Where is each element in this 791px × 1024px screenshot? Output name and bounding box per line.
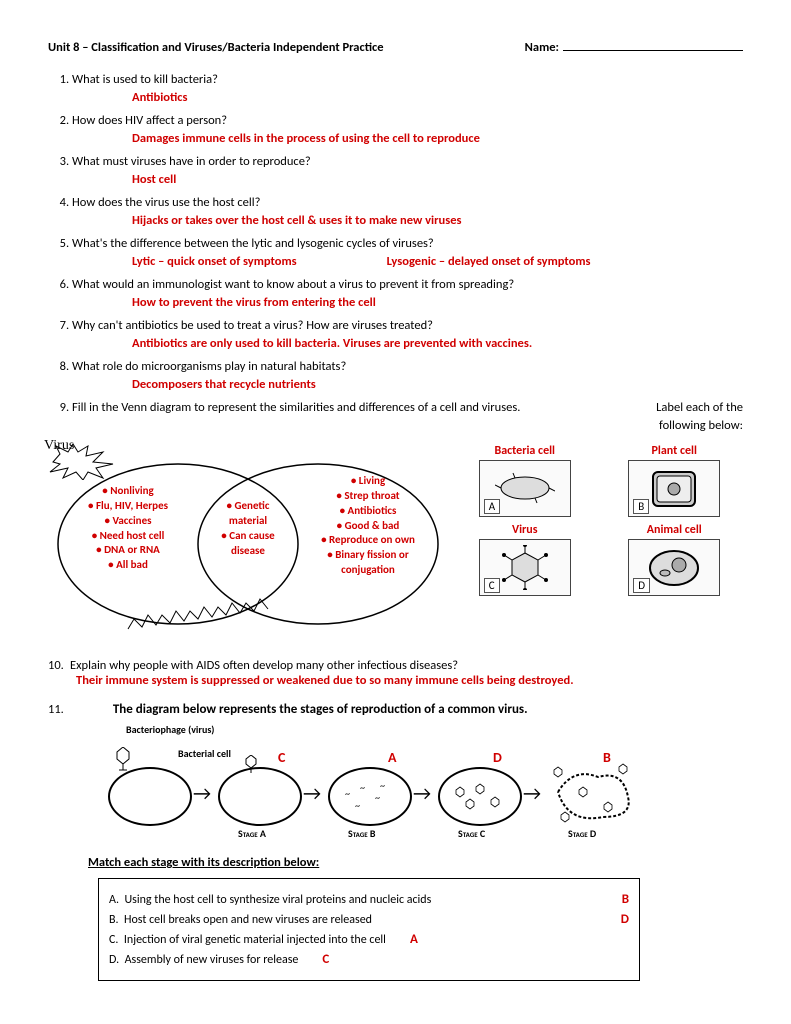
svg-text:~: ~ [360, 781, 365, 794]
stage-answer-d: D [493, 749, 502, 766]
venn-right-list: • Living• Strep throat• Antibiotics• Goo… [303, 474, 433, 578]
diagram-title: The diagram below represents the stages … [113, 702, 528, 717]
svg-text:~: ~ [375, 791, 380, 804]
label-instruction: Label each of the following below: [613, 399, 743, 434]
plant-cell-image: B [628, 460, 720, 517]
bacteriophage-label: Bacteriophage (virus) [126, 725, 214, 736]
bacteria-cell-image: A [479, 460, 571, 517]
match-row-a: A. Using the host cell to synthesize vir… [109, 892, 629, 907]
match-row-c: C. Injection of viral genetic material i… [109, 932, 629, 947]
bacterial-cell-label: Bacterial cell [178, 749, 231, 760]
question-8: What role do microorganisms play in natu… [72, 358, 743, 393]
answer-8: Decomposers that recycle nutrients [132, 376, 743, 394]
answer-3: Host cell [132, 171, 743, 189]
question-6: What would an immunologist want to know … [72, 276, 743, 311]
question-1: What is used to kill bacteria?Antibiotic… [72, 71, 743, 106]
venn-diagram: Virus • Nonliving• Flu, HIV, Herpes• Vac… [48, 444, 448, 644]
match-title: Match each stage with its description be… [88, 855, 743, 870]
animal-cell-item: Animal cell D [606, 523, 744, 596]
svg-text:~: ~ [355, 799, 360, 812]
cell-identification: Bacteria cell A Plant cell B Virus C [448, 444, 743, 596]
answer-4: Hijacks or takes over the host cell & us… [132, 212, 743, 230]
lytic-cycle-diagram: Bacteriophage (virus) Bacterial cell → →… [108, 727, 668, 847]
bacteria-cell-item: Bacteria cell A [456, 444, 594, 517]
match-box: A. Using the host cell to synthesize vir… [98, 878, 640, 981]
question-2: How does HIV affect a person?Damages imm… [72, 112, 743, 147]
svg-text:~: ~ [345, 787, 350, 800]
answer-6: How to prevent the virus from entering t… [132, 294, 743, 312]
answer-2: Damages immune cells in the process of u… [132, 130, 743, 148]
venn-left-list: • Nonliving• Flu, HIV, Herpes• Vaccines•… [68, 484, 188, 573]
unit-title: Unit 8 – Classification and Viruses/Bact… [48, 40, 384, 55]
answer-10: Their immune system is suppressed or wea… [76, 673, 743, 688]
virus-image: C [479, 539, 571, 596]
stage-answer-b: B [603, 749, 611, 766]
question-5: What's the difference between the lytic … [72, 235, 743, 270]
page-header: Unit 8 – Classification and Viruses/Bact… [48, 40, 743, 55]
question-3: What must viruses have in order to repro… [72, 153, 743, 188]
venn-middle-list: • Genetic material• Can cause disease [208, 499, 288, 558]
answer-7: Antibiotics are only used to kill bacter… [132, 335, 743, 353]
question-11: 11. The diagram below represents the sta… [48, 702, 743, 981]
stage-answer-c: C [278, 749, 285, 766]
match-row-b: B. Host cell breaks open and new viruses… [109, 912, 629, 927]
name-field: Name: [525, 40, 743, 55]
match-row-d: D. Assembly of new viruses for releaseC [109, 952, 629, 967]
animal-cell-image: D [628, 539, 720, 596]
stage-answer-a: A [388, 749, 396, 766]
question-9: Fill in the Venn diagram to represent th… [72, 399, 743, 438]
question-10: 10.Explain why people with AIDS often de… [48, 658, 743, 688]
svg-text:~: ~ [380, 779, 385, 792]
plant-cell-item: Plant cell B [606, 444, 744, 517]
answer-5: Lytic – quick onset of symptomsLysogenic… [132, 253, 743, 271]
question-list: What is used to kill bacteria?Antibiotic… [48, 71, 743, 438]
virus-item: Virus C [456, 523, 594, 596]
question-7: Why can't antibiotics be used to treat a… [72, 317, 743, 352]
question-4: How does the virus use the host cell?Hij… [72, 194, 743, 229]
answer-1: Antibiotics [132, 89, 743, 107]
venn-section: Virus • Nonliving• Flu, HIV, Herpes• Vac… [48, 444, 743, 644]
venn-virus-label: Virus [44, 438, 74, 454]
